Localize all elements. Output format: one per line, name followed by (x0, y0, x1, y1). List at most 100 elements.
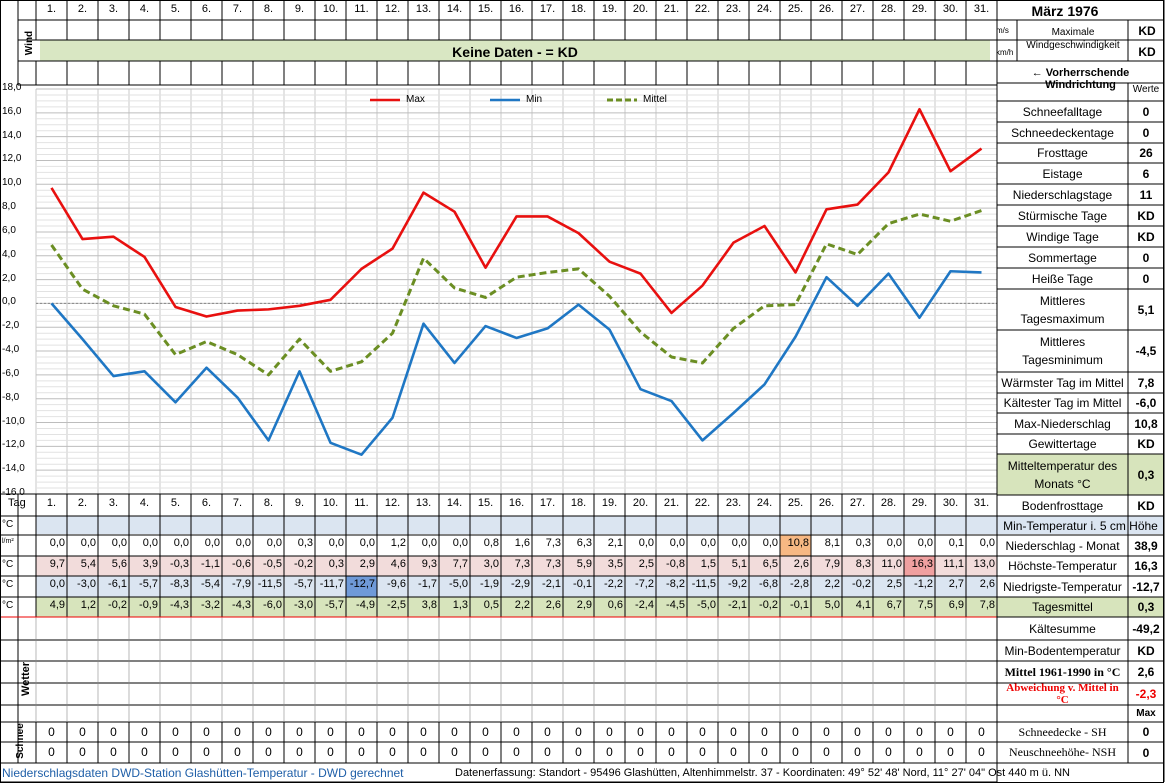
min-temp-cell: -11,7 (319, 578, 344, 590)
legend-label: Min (526, 94, 543, 105)
stat-value: 7,8 (1137, 375, 1155, 390)
lower-stat-value: -49,2 (1132, 621, 1160, 636)
snow-depth-cell: 0 (48, 725, 55, 739)
precip-cell: 0,0 (762, 537, 778, 549)
y-tick-label: 2,0 (2, 272, 16, 284)
day-header-top: 30. (942, 3, 959, 15)
day-header-table: 21. (663, 497, 680, 509)
wind-max-value: KD (1138, 24, 1156, 38)
day-header-top: 3. (108, 3, 119, 15)
row-bg-mittel (36, 597, 997, 617)
day-header-table: 13. (415, 497, 432, 509)
snow-depth-cell: 0 (451, 725, 458, 739)
day-header-table: 28. (880, 497, 897, 509)
wind-unit-kmh: km/h (996, 48, 1014, 57)
day-header-top: 16. (508, 3, 525, 15)
min-temp-cell: -6,1 (108, 578, 127, 590)
footer-source: Niederschlagsdaten DWD-Station Glashütte… (2, 766, 404, 780)
snow-depth-cell: 0 (637, 725, 644, 739)
new-snow-cell: 0 (482, 745, 489, 759)
mean-temp-cell: -0,1 (790, 599, 809, 611)
precip-cell: 0,0 (80, 537, 96, 549)
max-temp-cell: 11,1 (943, 558, 964, 570)
day-header-table: 22. (694, 497, 711, 509)
day-header-table: 24. (756, 497, 773, 509)
wind-no-data: Keine Daten - = KD (452, 44, 578, 60)
stat-value: 26 (1139, 146, 1153, 160)
new-snow-cell: 0 (730, 745, 737, 759)
day-header-table: 14. (446, 497, 463, 509)
new-snow-cell: 0 (947, 745, 954, 759)
precip-cell: 0,0 (452, 537, 468, 549)
stat-label: Windige Tage (1026, 229, 1099, 244)
lower-stat-label: Abweichung v. Mittel in °C (1006, 682, 1119, 706)
day-header-top: 7. (232, 3, 243, 15)
day-header-table: 23. (725, 497, 742, 509)
stat-value: KD (1137, 437, 1155, 451)
precip-cell: 0,0 (204, 537, 220, 549)
precip-cell: 0,0 (731, 537, 747, 549)
precip-cell: 0,0 (235, 537, 251, 549)
snow-depth-cell: 0 (606, 725, 613, 739)
stat-label: Max-Niederschlag (1014, 416, 1111, 431)
new-snow-cell: 0 (978, 745, 985, 759)
stat-label: Heiße Tage (1031, 271, 1094, 286)
day-header-top: 20. (632, 3, 649, 15)
day-header-top: 24. (756, 3, 773, 15)
snow-depth-cell: 0 (854, 725, 861, 739)
stat-value: 0 (1142, 250, 1150, 265)
snow-depth-cell: 0 (172, 725, 179, 739)
snow-depth-cell: 0 (792, 725, 799, 739)
min-temp-cell: -11,5 (257, 578, 282, 590)
mean-temp-cell: -4,3 (232, 599, 251, 611)
side-bg-tagesmittel (997, 597, 1164, 617)
highlight-max-precip (780, 535, 811, 556)
precip-cell: 1,6 (514, 537, 530, 549)
max-temp-cell: 3,0 (483, 558, 499, 570)
y-tick-label: -8,0 (2, 391, 20, 403)
snow-depth-cell: 0 (358, 725, 365, 739)
day-header-top: 11. (354, 3, 369, 15)
max-temp-cell: 7,3 (514, 558, 530, 570)
max-temp-cell: -1,1 (201, 558, 220, 570)
precip-cell: 0,0 (669, 537, 685, 549)
new-snow-cell: 0 (451, 745, 458, 759)
snow-depth-cell: 0 (141, 725, 148, 739)
day-header-top: 25. (787, 3, 804, 15)
max-temp-cell: 9,7 (49, 558, 65, 570)
snow-depth-cell: 0 (513, 725, 520, 739)
min-temp-cell: -7,9 (232, 578, 251, 590)
new-snow-cell: 0 (668, 745, 675, 759)
highlight-min-temp (346, 576, 377, 597)
min-temp-cell: -3,0 (77, 578, 96, 590)
day-header-top: 27. (849, 3, 866, 15)
day-header-top: 4. (139, 3, 150, 15)
y-tick-label: 8,0 (2, 201, 16, 213)
day-header-table: 12. (384, 497, 401, 509)
max-temp-cell: 1,5 (700, 558, 716, 570)
lower-stat-value: KD (1137, 643, 1155, 658)
day-header-table: 25. (787, 497, 804, 509)
day-header-table: 29. (911, 497, 928, 509)
max-temp-cell: -0,3 (170, 558, 189, 570)
snow-depth-cell: 0 (978, 725, 985, 739)
min-temp-cell: -2,9 (511, 578, 530, 590)
min-temp-cell: -6,8 (759, 578, 778, 590)
mean-temp-cell: 0,6 (607, 599, 623, 611)
max-temp-cell: 7,9 (824, 558, 840, 570)
mean-temp-cell: -2,4 (635, 599, 654, 611)
precip-cell: 0,8 (483, 537, 499, 549)
new-snow-cell: 0 (916, 745, 923, 759)
legend-label: Mittel (643, 94, 667, 105)
y-tick-label: 12,0 (2, 153, 22, 165)
day-header-top: 9. (294, 3, 305, 15)
min-temp-cell: -2,8 (790, 578, 809, 590)
snow-depth-cell: 0 (885, 725, 892, 739)
day-header-table: 18. (570, 497, 587, 509)
wind-max-value-kmh: KD (1138, 45, 1156, 59)
day-header-table: 31. (973, 497, 990, 509)
highlight-max-temp (904, 556, 935, 576)
precip-cell: 0,0 (979, 537, 995, 549)
